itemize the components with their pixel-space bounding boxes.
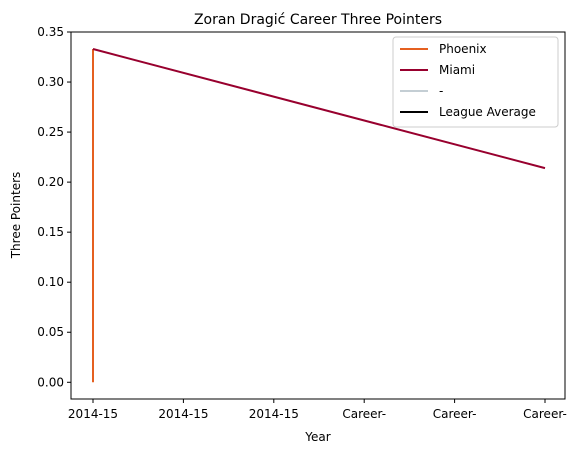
y-tick-label: 0.15 [37, 225, 64, 239]
y-tick-label: 0.20 [37, 175, 64, 189]
x-tick-label: 2014-15 [249, 407, 299, 421]
x-tick-label: Career- [342, 407, 386, 421]
y-tick-label: 0.10 [37, 275, 64, 289]
plot-area-frame [70, 31, 566, 400]
legend-box [392, 36, 559, 128]
legend: Phoenix Miami - League Average [392, 36, 559, 128]
plot-lines [92, 48, 546, 383]
x-axis-ticks: 2014-15 2014-15 2014-15 Career- Career- Caree… [68, 399, 567, 421]
y-tick-label: 0.00 [37, 375, 64, 389]
x-tick-label: Career- [433, 407, 477, 421]
legend-label: Phoenix [439, 42, 487, 56]
y-tick-label: 0.05 [37, 325, 64, 339]
y-axis-label: Three Pointers [9, 172, 23, 260]
x-tick-label: 2014-15 [68, 407, 118, 421]
legend-label: Miami [439, 63, 475, 77]
y-axis-ticks: 0.00 0.05 0.10 0.15 0.20 0.25 0.30 0.35 [37, 25, 71, 389]
legend-label: - [439, 84, 443, 98]
chart-title: Zoran Dragić Career Three Pointers [194, 12, 442, 28]
x-tick-label: 2014-15 [158, 407, 208, 421]
y-tick-label: 0.25 [37, 125, 64, 139]
y-tick-label: 0.35 [37, 25, 64, 39]
x-axis-label: Year [304, 430, 330, 444]
x-tick-label: Career- [523, 407, 567, 421]
legend-label: League Average [439, 105, 536, 119]
series-line-miami [92, 48, 546, 170]
y-tick-label: 0.30 [37, 75, 64, 89]
